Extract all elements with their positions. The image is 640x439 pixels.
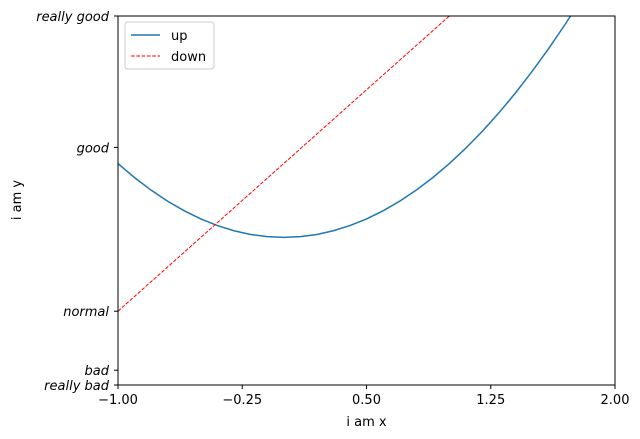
series-up-line [118, 16, 572, 239]
y-tick-label: good [77, 141, 110, 156]
x-tick-label: −1.00 [98, 393, 138, 408]
legend-up-label: up [171, 29, 188, 44]
x-axis-ticks: −1.00 −0.25 0.50 1.25 2.00 [98, 385, 629, 408]
x-tick-label: 2.00 [601, 393, 630, 408]
x-tick-label: −0.25 [222, 393, 262, 408]
legend: up down [124, 21, 215, 70]
x-tick-label: 0.50 [352, 393, 381, 408]
y-tick-label: normal [63, 305, 109, 320]
plot-area [118, 16, 572, 312]
axes-frame [117, 15, 616, 386]
y-tick-label: bad [85, 364, 110, 379]
x-axis-label: i am x [346, 415, 387, 430]
y-tick-label: really bad [44, 379, 110, 394]
x-tick-label: 1.25 [476, 393, 505, 408]
legend-box [124, 21, 215, 70]
legend-down-label: down [171, 50, 206, 65]
y-tick-label: really good [36, 10, 110, 25]
y-axis-label: i am y [10, 180, 25, 221]
